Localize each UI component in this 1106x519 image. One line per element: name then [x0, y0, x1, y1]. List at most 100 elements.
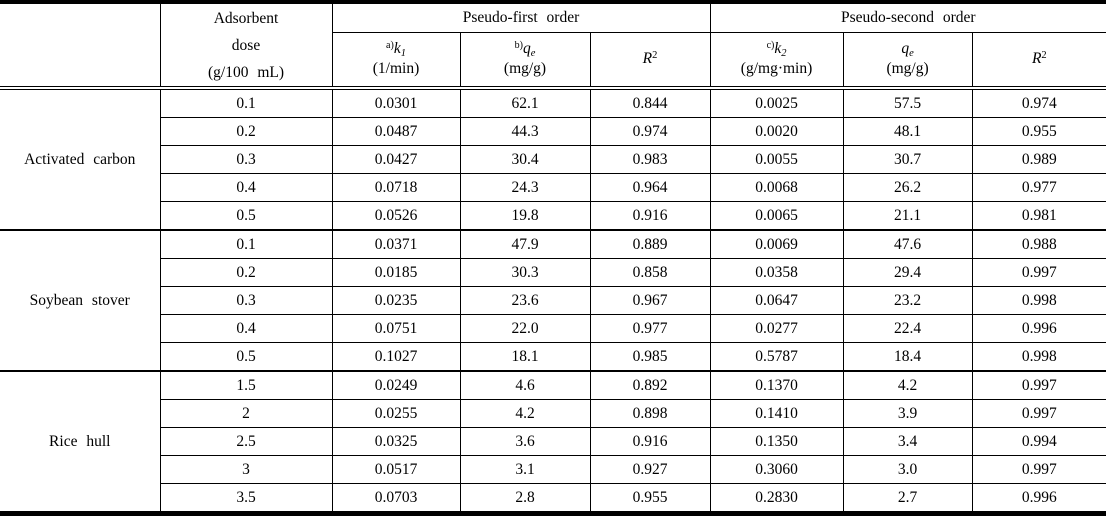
group-header-pseudo-first-order: Pseudo-first order	[331, 2, 711, 33]
column-header-r2-second: R2	[971, 32, 1106, 90]
table-row: 0.4 0.0718 24.3 0.964 0.0068 26.2 0.977	[0, 173, 1106, 202]
column-header-qe-second: qe (mg/g)	[842, 32, 973, 90]
r2-second-value: 0.989	[971, 145, 1106, 174]
k1-value: 0.0718	[331, 173, 460, 202]
r2-second-value: 0.997	[971, 258, 1106, 287]
table-row: 3.5 0.0703 2.8 0.955 0.2830 2.7 0.996	[0, 483, 1106, 514]
qe-second-value: 48.1	[842, 117, 973, 146]
k1-value: 0.0235	[331, 286, 460, 315]
dose-value: 0.2	[159, 117, 332, 146]
r2-second-value: 0.996	[971, 314, 1106, 343]
k1-symbol: a)k1	[386, 40, 406, 60]
r2-second-value: 0.996	[971, 483, 1106, 514]
qe-second-value: 3.0	[842, 455, 973, 484]
r2-second-value: 0.997	[971, 370, 1106, 400]
r2-second-value: 0.997	[971, 455, 1106, 484]
k2-value: 0.0358	[709, 258, 844, 287]
k2-value: 0.0647	[709, 286, 844, 315]
header-row-groups: Adsorbent dose (g/100 mL) Pseudo-first o…	[0, 2, 1106, 90]
r2-first-value: 0.858	[589, 258, 711, 287]
dose-header-line2: dose	[231, 36, 261, 54]
k1-value: 0.0249	[331, 370, 460, 400]
dose-value: 0.3	[159, 286, 332, 315]
r2-first-value: 0.967	[589, 286, 711, 315]
dose-header-line3: (g/100 mL)	[207, 63, 285, 81]
column-header-qe-first: b)qe (mg/g)	[459, 32, 590, 90]
r2-first-value: 0.898	[589, 399, 711, 428]
k1-value: 0.0325	[331, 427, 460, 456]
qe-first-value: 24.3	[459, 173, 590, 202]
dose-value: 2.5	[159, 427, 332, 456]
qe-second-value: 23.2	[842, 286, 973, 315]
r2-first-symbol: R2	[642, 50, 658, 68]
qe-second-value: 57.5	[842, 87, 973, 118]
table-row: Soybean stover 0.1 0.0371 47.9 0.889 0.0069 47…	[0, 229, 1106, 371]
k2-unit: (g/mg·min)	[740, 60, 813, 78]
k1-value: 0.0751	[331, 314, 460, 343]
dose-value: 3.5	[159, 483, 332, 514]
qe-first-value: 23.6	[459, 286, 590, 315]
table-header: Adsorbent dose (g/100 mL) Pseudo-first o…	[0, 2, 1106, 90]
qe-second-value: 3.4	[842, 427, 973, 456]
k1-value: 0.0185	[331, 258, 460, 287]
qe-first-value: 18.1	[459, 342, 590, 371]
r2-second-value: 0.997	[971, 399, 1106, 428]
qe-first-value: 44.3	[459, 117, 590, 146]
adsorbent-name: Soybean stover	[0, 229, 160, 371]
table-row: Rice hull 1.5 0.0249 4.6 0.892 0.1370 4.2 0.997	[0, 370, 1106, 514]
r2-second-value: 0.977	[971, 173, 1106, 202]
qe-first-value: 22.0	[459, 314, 590, 343]
dose-value: 0.5	[159, 201, 332, 230]
k1-value: 0.0255	[331, 399, 460, 428]
table-row: Activated carbon 0.1 0.0301 62.1 0.844 0.0025…	[0, 87, 1106, 230]
dose-value: 0.4	[159, 314, 332, 343]
r2-second-value: 0.998	[971, 286, 1106, 315]
table-row: 2.5 0.0325 3.6 0.916 0.1350 3.4 0.994	[0, 427, 1106, 456]
dose-value: 1.5	[159, 370, 332, 400]
dose-value: 0.1	[159, 87, 332, 118]
table-row: 0.2 0.0487 44.3 0.974 0.0020 48.1 0.955	[0, 117, 1106, 146]
column-header-adsorbent-dose: Adsorbent dose (g/100 mL)	[159, 2, 332, 90]
k2-value: 0.1410	[709, 399, 844, 428]
r2-second-symbol: R2	[1031, 50, 1047, 68]
r2-first-value: 0.892	[589, 370, 711, 400]
header-row-columns: a)k1 (1/min) b)qe (mg/g) R2 c)k2 (g/mg·m…	[0, 32, 1106, 90]
dose-value: 3	[159, 455, 332, 484]
k2-value: 0.0020	[709, 117, 844, 146]
table-row: 0.5 0.1027 18.1 0.985 0.5787 18.4 0.998	[0, 342, 1106, 371]
qe-second-value: 3.9	[842, 399, 973, 428]
table-row: 0.5 0.0526 19.8 0.916 0.0065 21.1 0.981	[0, 201, 1106, 230]
qe-second-value: 18.4	[842, 342, 973, 371]
qe-second-value: 4.2	[842, 370, 973, 400]
r2-second-value: 0.955	[971, 117, 1106, 146]
k2-value: 0.5787	[709, 342, 844, 371]
qe-first-symbol: b)qe	[514, 40, 536, 60]
qe-second-value: 29.4	[842, 258, 973, 287]
table-row: 0.4 0.0751 22.0 0.977 0.0277 22.4 0.996	[0, 314, 1106, 343]
table-body: Activated carbon 0.1 0.0301 62.1 0.844 0.0025…	[0, 87, 1106, 514]
footnote-marker-a: a)	[386, 40, 394, 52]
adsorbent-name: Rice hull	[0, 370, 160, 514]
r2-first-value: 0.916	[589, 201, 711, 230]
dose-value: 2	[159, 399, 332, 428]
qe-first-value: 62.1	[459, 87, 590, 118]
adsorbent-name: Activated carbon	[0, 87, 160, 230]
k1-value: 0.1027	[331, 342, 460, 371]
k2-value: 0.0277	[709, 314, 844, 343]
column-header-k1: a)k1 (1/min)	[331, 32, 460, 90]
dose-value: 0.5	[159, 342, 332, 371]
qe-second-value: 47.6	[842, 229, 973, 259]
column-header-k2: c)k2 (g/mg·min)	[709, 32, 844, 90]
dose-header-line1: Adsorbent	[213, 9, 279, 27]
qe-second-unit: (mg/g)	[886, 60, 929, 78]
qe-first-value: 4.2	[459, 399, 590, 428]
k2-value: 0.0055	[709, 145, 844, 174]
table-row: 0.2 0.0185 30.3 0.858 0.0358 29.4 0.997	[0, 258, 1106, 287]
qe-second-value: 22.4	[842, 314, 973, 343]
qe-second-value: 30.7	[842, 145, 973, 174]
k1-value: 0.0487	[331, 117, 460, 146]
qe-first-unit: (mg/g)	[503, 60, 547, 78]
r2-first-value: 0.977	[589, 314, 711, 343]
qe-second-symbol: qe	[901, 40, 914, 60]
